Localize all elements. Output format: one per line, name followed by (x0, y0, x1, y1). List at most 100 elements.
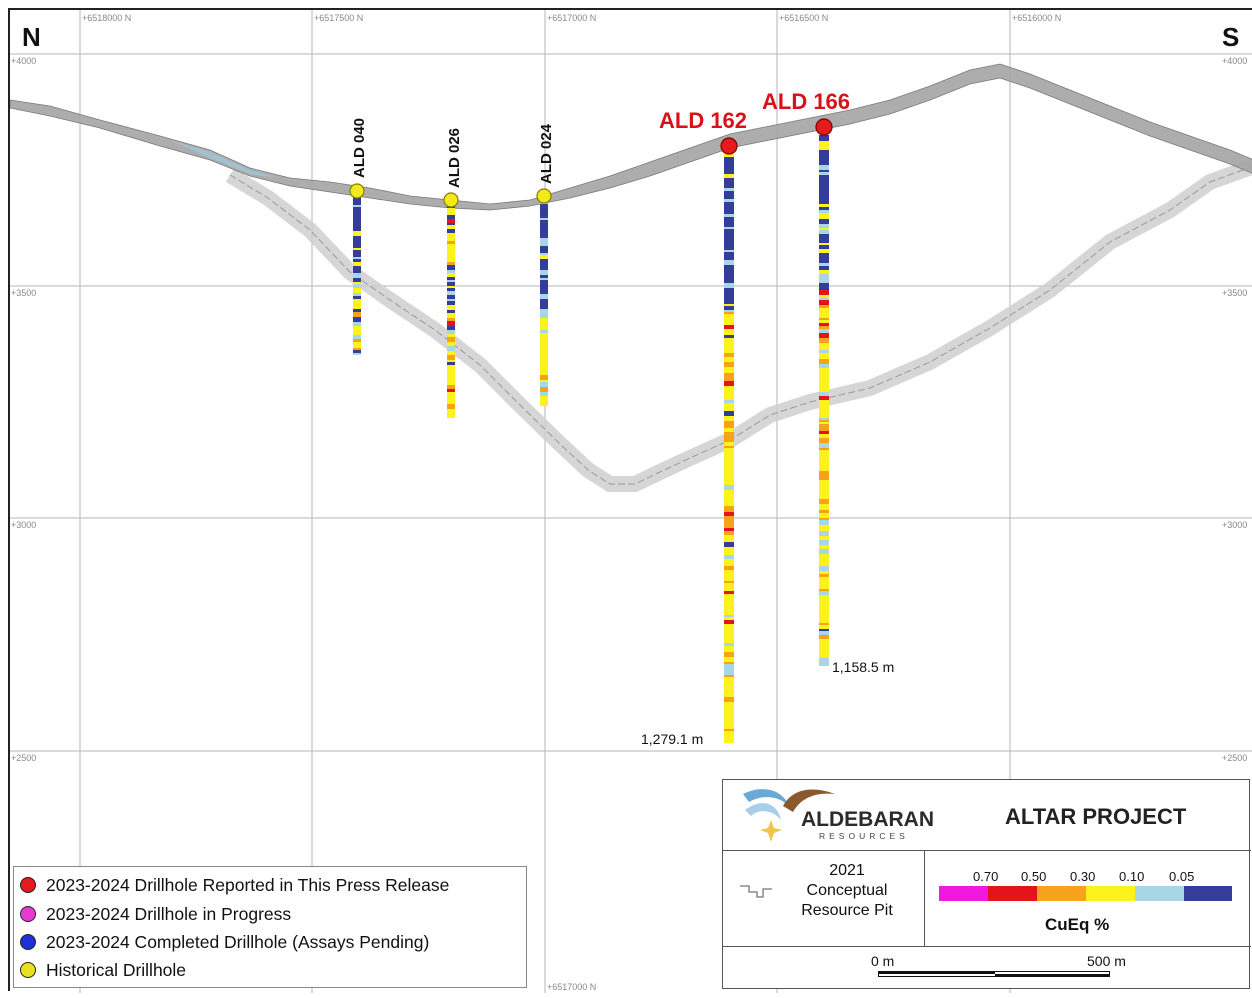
assay-interval (540, 288, 548, 292)
assay-interval (724, 691, 734, 693)
drillhole-label: ALD 040 (351, 118, 368, 178)
assay-interval (353, 322, 361, 326)
assay-interval (819, 326, 829, 329)
assay-interval (819, 187, 829, 189)
assay-interval (819, 450, 829, 454)
assay-interval (724, 483, 734, 485)
assay-interval (353, 353, 361, 355)
cueq-colorscale: 0.70 0.50 0.30 0.10 0.05 CuEq % (925, 850, 1251, 946)
assay-interval (819, 484, 829, 486)
assay-interval (353, 299, 361, 302)
assay-interval (724, 335, 734, 338)
reported-collar-marker (720, 137, 738, 155)
assay-interval (724, 442, 734, 446)
assay-interval (819, 518, 829, 520)
assay-interval (447, 248, 455, 253)
assay-interval (353, 262, 361, 264)
assay-interval (819, 258, 829, 261)
assay-interval (540, 303, 548, 307)
south-label: S (1222, 22, 1239, 52)
assay-interval (540, 243, 548, 246)
assay-interval (724, 476, 734, 478)
colorscale-swatch (1037, 886, 1086, 901)
assay-interval (447, 219, 455, 223)
assay-interval (819, 285, 829, 289)
assay-interval (724, 286, 734, 288)
assay-interval (353, 207, 361, 211)
assay-interval (819, 418, 829, 420)
assay-interval (724, 542, 734, 547)
assay-interval (447, 383, 455, 385)
assay-interval (724, 182, 734, 184)
assay-interval (724, 231, 734, 236)
assay-interval (819, 662, 829, 666)
assay-interval (540, 238, 548, 243)
assay-interval (724, 351, 734, 353)
company-logo: ALDEBARAN RESOURCES (723, 780, 951, 850)
scale-bar-start-label: 0 m (871, 953, 895, 969)
assay-interval (819, 577, 829, 581)
assay-interval (819, 283, 829, 285)
assay-interval (819, 195, 829, 198)
assay-interval (353, 264, 361, 266)
assay-interval (447, 301, 455, 305)
assay-interval (540, 345, 548, 348)
assay-interval (819, 586, 829, 589)
drillhole-label: ALD 026 (446, 128, 463, 188)
assay-interval (819, 556, 829, 561)
assay-interval (447, 280, 455, 282)
assay-interval (447, 360, 455, 362)
assay-interval (447, 385, 455, 387)
assay-interval (819, 298, 829, 300)
assay-interval (819, 338, 829, 343)
assay-interval (540, 372, 548, 375)
assay-interval (819, 357, 829, 359)
assay-interval (724, 591, 734, 594)
assay-interval (724, 333, 734, 335)
assay-interval (724, 643, 734, 646)
pit-outline-icon (740, 885, 772, 898)
assay-interval (724, 716, 734, 720)
assay-interval (724, 292, 734, 295)
assay-interval (724, 214, 734, 217)
assay-interval (819, 141, 829, 144)
assay-interval (724, 432, 734, 437)
assay-interval (724, 205, 734, 210)
assay-interval (447, 318, 455, 321)
elevation-label: +2500 (11, 753, 36, 763)
assay-interval (819, 540, 829, 545)
assay-interval (724, 428, 734, 432)
assay-interval (819, 561, 829, 566)
assay-interval (724, 683, 734, 688)
assay-interval (540, 361, 548, 363)
assay-interval (724, 377, 734, 381)
assay-interval (819, 480, 829, 482)
assay-interval (724, 697, 734, 702)
assay-interval (819, 387, 829, 392)
assay-interval (353, 280, 361, 282)
assay-interval (540, 375, 548, 380)
assay-interval (724, 485, 734, 490)
assay-interval (724, 297, 734, 300)
assay-interval (447, 373, 455, 375)
assay-interval (724, 265, 734, 270)
assay-interval (819, 165, 829, 170)
assay-interval (540, 321, 548, 326)
assay-interval (353, 288, 361, 293)
scale-bar: 0 m 500 m (723, 946, 1251, 990)
assay-interval (540, 396, 548, 398)
assay-interval (819, 263, 829, 266)
assay-interval (540, 358, 548, 361)
assay-interval (819, 602, 829, 607)
assay-interval (819, 157, 829, 162)
northing-label: +6518000 N (82, 13, 131, 23)
assay-interval (353, 231, 361, 236)
assay-interval (540, 402, 548, 406)
assay-interval (819, 239, 829, 243)
colorscale-tick: 0.30 (1070, 869, 1096, 884)
assay-interval (819, 189, 829, 193)
collars (349, 118, 833, 208)
assay-interval (724, 191, 734, 194)
assay-interval (724, 516, 734, 519)
assay-interval (724, 403, 734, 408)
